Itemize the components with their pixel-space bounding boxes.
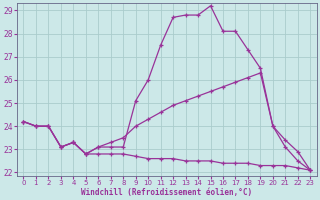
X-axis label: Windchill (Refroidissement éolien,°C): Windchill (Refroidissement éolien,°C)	[81, 188, 252, 197]
